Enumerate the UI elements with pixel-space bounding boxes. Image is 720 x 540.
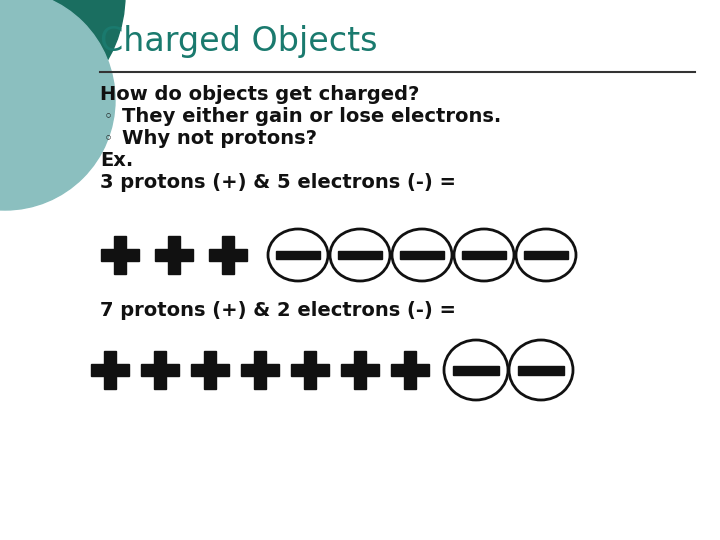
Text: How do objects get charged?: How do objects get charged? xyxy=(100,85,419,105)
Bar xyxy=(453,366,499,375)
Bar xyxy=(222,236,234,274)
Bar xyxy=(518,366,564,375)
Bar xyxy=(254,351,266,389)
Ellipse shape xyxy=(330,229,390,281)
Bar xyxy=(291,364,329,376)
Bar xyxy=(104,351,116,389)
Bar xyxy=(304,351,316,389)
Bar xyxy=(462,251,505,259)
Bar xyxy=(341,364,379,376)
Bar xyxy=(114,236,126,274)
Bar xyxy=(209,249,247,261)
Bar xyxy=(101,249,139,261)
Bar xyxy=(400,251,444,259)
Ellipse shape xyxy=(268,229,328,281)
Circle shape xyxy=(0,0,115,210)
Bar xyxy=(241,364,279,376)
Bar xyxy=(155,249,193,261)
Ellipse shape xyxy=(392,229,452,281)
Bar xyxy=(204,351,216,389)
Bar xyxy=(191,364,229,376)
Bar xyxy=(524,251,567,259)
Bar xyxy=(391,364,429,376)
Bar xyxy=(354,351,366,389)
Ellipse shape xyxy=(509,340,573,400)
Ellipse shape xyxy=(516,229,576,281)
Bar xyxy=(141,364,179,376)
Text: They either gain or lose electrons.: They either gain or lose electrons. xyxy=(122,107,501,126)
Bar xyxy=(404,351,416,389)
Bar xyxy=(154,351,166,389)
Bar xyxy=(91,364,129,376)
Bar xyxy=(338,251,382,259)
Text: Why not protons?: Why not protons? xyxy=(122,130,317,148)
Text: ◦: ◦ xyxy=(104,132,113,146)
Text: Charged Objects: Charged Objects xyxy=(100,25,377,58)
Text: Ex.: Ex. xyxy=(100,152,133,171)
Ellipse shape xyxy=(444,340,508,400)
Bar xyxy=(276,251,320,259)
Ellipse shape xyxy=(454,229,514,281)
Text: ◦: ◦ xyxy=(104,110,113,125)
Text: 3 protons (+) & 5 electrons (-) =: 3 protons (+) & 5 electrons (-) = xyxy=(100,173,456,192)
Circle shape xyxy=(0,0,125,125)
Bar xyxy=(168,236,180,274)
Text: 7 protons (+) & 2 electrons (-) =: 7 protons (+) & 2 electrons (-) = xyxy=(100,300,456,320)
